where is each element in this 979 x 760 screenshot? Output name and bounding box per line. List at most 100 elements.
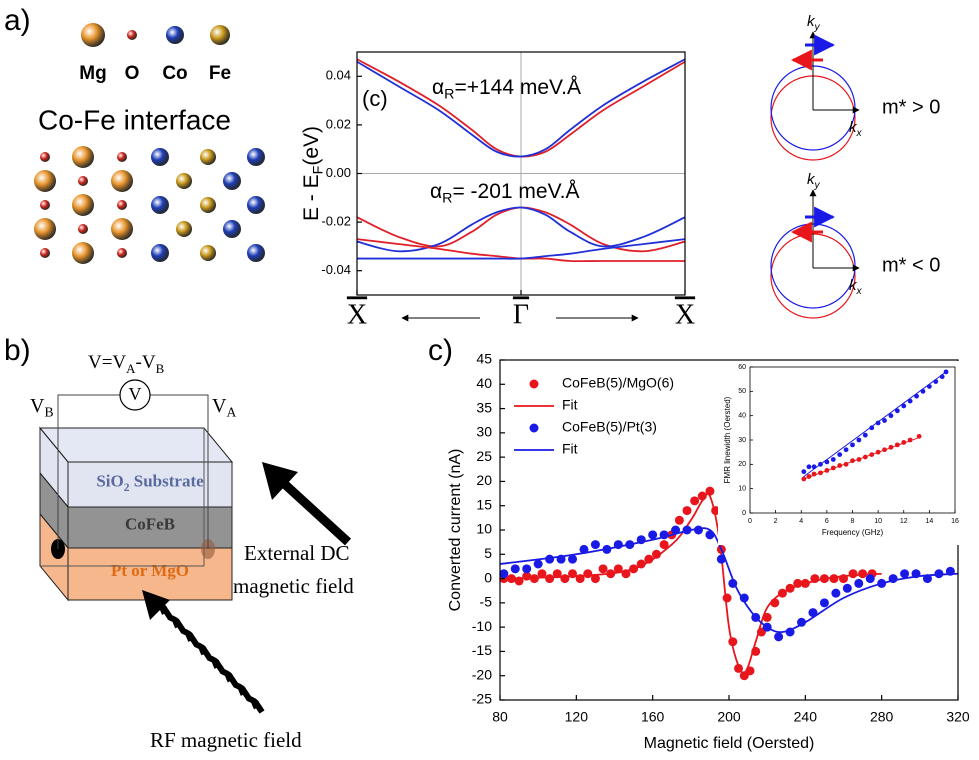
text-part: y: [814, 21, 821, 32]
y-tick-label: 0: [484, 569, 492, 585]
data-point: [648, 530, 658, 540]
data-point: [856, 437, 862, 443]
data-point: [869, 425, 875, 431]
atom-legend-label: Fe: [209, 63, 231, 84]
layer-label: SiO2 Substrate: [96, 471, 204, 493]
data-point: [598, 564, 608, 574]
text-part: B: [156, 361, 165, 376]
legend-label: Fit: [562, 441, 578, 457]
y-tick-label: 0: [742, 510, 746, 517]
y-tick-label: 0.00: [326, 165, 351, 180]
atom: [72, 242, 94, 264]
y-tick-label: 0.02: [326, 116, 351, 131]
text-part: k: [807, 13, 816, 30]
y-tick-label: 25: [476, 448, 492, 464]
device-layer: [67, 461, 233, 508]
data-point: [583, 569, 593, 579]
field-label: magnetic field: [233, 574, 354, 598]
rashba-label: αR= -201 meV.Å: [430, 180, 580, 207]
data-point: [774, 632, 784, 642]
data-point: [690, 496, 700, 506]
legend-label: Fit: [562, 397, 578, 413]
x-tick-label: 0: [748, 518, 752, 525]
panel-label: c): [428, 334, 453, 367]
text-part: R: [442, 190, 452, 206]
series-line: [500, 527, 958, 634]
data-point: [858, 569, 868, 579]
interface-title: Co-Fe interface: [38, 104, 231, 135]
y-tick-label: -5: [480, 594, 493, 610]
atom: [117, 152, 127, 162]
y-tick-label: 30: [738, 437, 746, 444]
text-part: A: [126, 361, 136, 376]
atom: [200, 245, 216, 261]
atom: [247, 148, 265, 166]
legend-label: CoFeB(5)/MgO(6): [562, 375, 674, 391]
atom-legend-sphere: [166, 26, 184, 44]
panel-label: b): [4, 334, 31, 367]
data-point: [865, 574, 875, 584]
data-point: [522, 564, 532, 574]
atom: [247, 244, 265, 262]
atom: [72, 194, 94, 216]
text-part: V: [30, 395, 45, 417]
wire: [57, 394, 120, 549]
y-tick-label: -25: [472, 691, 492, 707]
text-part: =+144 meV.Å: [454, 76, 581, 99]
y-tick-label: 5: [484, 545, 492, 561]
rf-field-wave: [155, 601, 265, 714]
text-part: CoFeB: [125, 514, 175, 533]
data-point: [590, 574, 600, 584]
atom-legend-label: Mg: [79, 63, 106, 84]
ky-label: ky: [807, 13, 821, 33]
atom: [151, 196, 169, 214]
y-axis-label: E - EF(eV): [300, 126, 327, 221]
atom: [117, 200, 127, 210]
series-line: [803, 437, 920, 480]
x-axis-label: Magnetic field (Oersted): [644, 735, 815, 752]
text-part: F: [310, 165, 326, 174]
regime-label: m* > 0: [882, 96, 940, 118]
series-line: [803, 371, 947, 477]
y-tick-label: 40: [738, 413, 746, 420]
data-point: [671, 525, 681, 535]
text-part: 2: [124, 481, 130, 494]
text-part: x: [856, 285, 863, 296]
atom: [223, 172, 241, 190]
text-part: E - E: [300, 174, 323, 221]
data-point: [568, 554, 578, 564]
y-tick-label: 45: [476, 351, 492, 367]
data-point: [651, 549, 661, 559]
x-axis-label: Frequency (GHz): [822, 528, 884, 537]
series-line: [500, 492, 882, 674]
data-point: [552, 569, 562, 579]
data-point: [901, 403, 907, 409]
y-tick-label: -0.02: [321, 214, 351, 229]
y-tick-label: 10: [738, 486, 746, 493]
atom: [176, 221, 192, 237]
atom: [247, 196, 265, 214]
panel-label: a): [4, 4, 31, 37]
y-tick-label: -20: [472, 666, 492, 682]
data-point: [837, 452, 843, 457]
text-part: V=V: [88, 352, 126, 373]
y-tick-label: -0.04: [321, 262, 351, 277]
device-layer: [67, 547, 233, 601]
text-part: (eV): [300, 126, 323, 166]
data-point: [819, 598, 829, 608]
voltmeter: [119, 379, 151, 411]
layer-label: Pt or MgO: [111, 561, 189, 580]
data-point: [537, 569, 547, 579]
data-point: [850, 442, 855, 448]
kx-label: kx: [849, 277, 863, 297]
text-part: x: [856, 127, 863, 138]
y-tick-label: -15: [472, 642, 492, 658]
data-point: [894, 408, 900, 414]
data-point: [831, 588, 841, 598]
x-tick-label: 14: [925, 518, 933, 525]
data-point: [659, 540, 669, 550]
text-part: R: [444, 86, 454, 102]
y-tick-label: 15: [476, 496, 492, 512]
voltmeter-label: V: [129, 384, 142, 404]
data-point: [875, 420, 881, 426]
